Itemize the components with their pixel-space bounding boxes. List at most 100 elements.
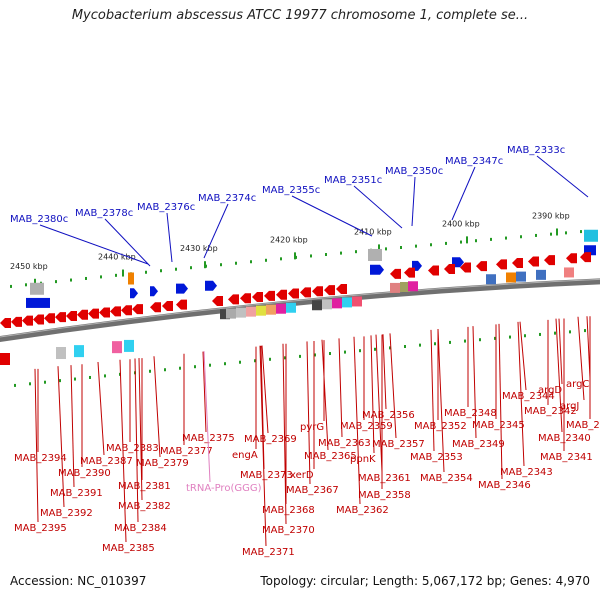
bottom-gene-label: xerD <box>290 470 314 481</box>
bottom-callout-line <box>202 351 207 433</box>
domain-segment <box>236 307 246 318</box>
minus-strand-gene <box>11 316 22 327</box>
scale-tick-label: 2420 kbp <box>270 235 308 244</box>
bottom-gene-label: MAB_2362 <box>336 505 389 516</box>
minus-strand-gene <box>460 262 471 273</box>
top-gene-label: MAB_2380c <box>10 214 68 225</box>
tick-dot <box>359 349 361 353</box>
tick-dot <box>164 368 166 372</box>
scale-tick-label: 2430 kbp <box>180 244 218 253</box>
bottom-gene-label: MAB_2381 <box>118 481 171 492</box>
bottom-gene-label: MAB_2343 <box>500 467 553 478</box>
tick-dot <box>389 346 391 350</box>
domain-segment <box>516 271 526 282</box>
bottom-gene-label: MAB_2357 <box>372 439 425 450</box>
tick-dot <box>460 240 462 244</box>
bottom-gene-label: MAB_2361 <box>358 473 411 484</box>
bottom-gene-label: MAB_2394 <box>14 453 67 464</box>
tick-dot <box>329 352 331 356</box>
plus-strand-gene <box>26 297 50 308</box>
tick-dot <box>434 342 436 346</box>
bottom-gene-label: MAB_2382 <box>118 501 171 512</box>
bottom-gene-label: MAB_2344 <box>502 391 555 402</box>
minus-strand-gene <box>0 318 11 328</box>
bottom-gene-label: pyrG <box>300 422 324 433</box>
minus-strand-gene <box>110 306 121 317</box>
domain-segment <box>256 305 266 316</box>
minus-strand-gene <box>404 267 415 278</box>
tick-dot <box>569 330 571 334</box>
major-tick <box>378 244 380 252</box>
bottom-callout-line <box>555 318 563 433</box>
bottom-gene-label: MAB_2353 <box>410 452 463 463</box>
tick-dot <box>179 366 181 370</box>
tick-dot <box>194 365 196 369</box>
tick-dot <box>314 353 316 357</box>
tick-dot <box>115 273 117 277</box>
major-tick <box>122 269 124 277</box>
tick-dot <box>490 237 492 241</box>
tick-dot <box>505 236 507 240</box>
plus-strand-gene <box>150 286 158 297</box>
bottom-gene-label: MAB_2356 <box>362 410 415 421</box>
top-gene-label: MAB_2350c <box>385 166 443 177</box>
scale-tick-label: 2400 kbp <box>442 219 480 228</box>
top-callout-line <box>39 224 149 265</box>
bottom-gene-label: MAB_2358 <box>358 490 411 501</box>
domain-segment <box>220 309 230 320</box>
feature-box <box>368 248 382 261</box>
lower-feature <box>74 345 84 358</box>
bottom-callout-line <box>577 316 585 401</box>
tick-dot <box>55 280 57 284</box>
domain-segment <box>276 303 286 314</box>
domain-segment <box>286 302 296 313</box>
tick-dot <box>580 230 582 234</box>
minus-strand-gene <box>44 313 55 324</box>
tick-dot <box>449 340 451 344</box>
bottom-gene-label: argD <box>538 385 562 396</box>
domain-segment <box>536 269 546 280</box>
top-gene-label: MAB_2374c <box>198 193 256 204</box>
lower-feature <box>56 347 66 360</box>
tick-dot <box>404 345 406 348</box>
tick-dot <box>550 232 552 236</box>
minus-strand-gene <box>300 287 311 298</box>
tick-dot <box>89 375 91 379</box>
bottom-callout-line <box>437 328 445 473</box>
tick-dot <box>565 231 567 235</box>
tick-dot <box>10 284 12 288</box>
bottom-gene-label: MAB_2395 <box>14 523 67 534</box>
bottom-gene-label: MAB_2365 <box>304 451 357 462</box>
lower-feature <box>0 353 10 365</box>
tick-dot <box>325 253 327 257</box>
domain-segment <box>332 298 342 309</box>
minus-strand-gene <box>88 308 99 319</box>
bottom-callout-line <box>282 343 287 525</box>
bottom-gene-label: tRNA-Pro(GGG) <box>186 483 262 494</box>
tick-dot <box>554 331 556 335</box>
tick-dot <box>520 235 522 239</box>
bottom-gene-label: MAB_2346 <box>478 480 531 491</box>
minus-strand-gene <box>150 302 161 313</box>
bottom-callout-line <box>306 341 311 485</box>
minus-strand-gene <box>512 257 523 268</box>
bottom-callout-line <box>558 318 563 385</box>
bottom-callout-line <box>472 326 477 439</box>
bottom-callout-line <box>203 351 211 483</box>
domain-segment <box>408 281 418 292</box>
tick-dot <box>14 383 16 387</box>
tick-dot <box>584 329 586 333</box>
bottom-gene-label: MAB_2370 <box>262 525 315 536</box>
bottom-gene-label: argC <box>566 379 589 390</box>
major-tick <box>466 236 468 244</box>
minus-strand-gene <box>336 283 347 294</box>
tick-dot <box>250 260 252 264</box>
bottom-gene-label: MAB_2363 <box>318 438 371 449</box>
tick-dot <box>70 278 72 282</box>
bottom-callout-line <box>97 361 105 456</box>
top-gene-label: MAB_2355c <box>262 185 320 196</box>
tick-dot <box>535 233 537 237</box>
domain-segment <box>342 297 352 308</box>
minus-strand-gene <box>528 256 539 267</box>
